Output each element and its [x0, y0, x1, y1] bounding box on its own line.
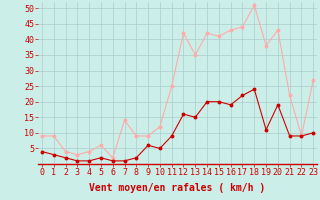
- X-axis label: Vent moyen/en rafales ( km/h ): Vent moyen/en rafales ( km/h ): [90, 183, 266, 193]
